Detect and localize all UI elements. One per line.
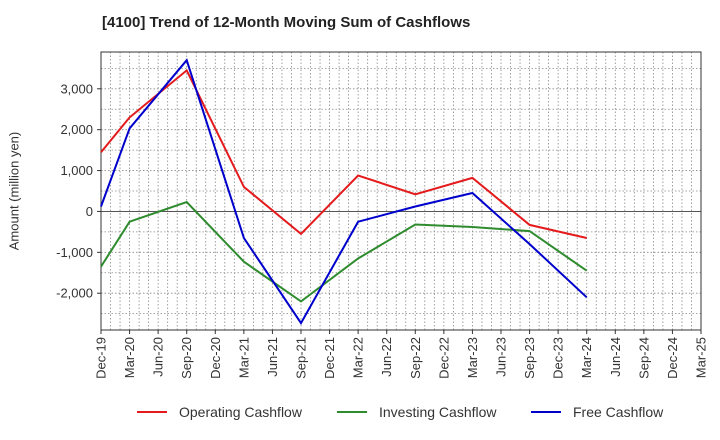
legend-swatch [531,411,561,413]
legend-item: Free Cashflow [531,404,663,420]
plot-frame [100,51,702,331]
x-tick-label: Mar-21 [236,337,251,378]
series-line-free-cashflow [100,58,588,326]
legend-swatch [337,411,367,413]
x-tick-label: Mar-24 [579,337,594,378]
legend-label: Free Cashflow [573,404,664,420]
x-tick-label: Sep-21 [294,337,309,379]
chart-title: [4100] Trend of 12-Month Moving Sum of C… [102,14,471,31]
x-tick-label: Mar-22 [351,337,366,378]
x-tick-label: Dec-23 [551,337,566,379]
x-tick-label: Jun-20 [151,337,166,377]
x-tick-label: Dec-24 [665,337,680,379]
x-tick-label: Mar-20 [122,337,137,378]
series-line-investing-cashflow [100,200,588,303]
x-tick-label: Jun-24 [608,337,623,377]
x-tick-label: Dec-22 [436,337,451,379]
x-tick-label: Sep-23 [522,337,537,379]
x-tick-label: Sep-24 [636,337,651,379]
x-tick-label: Dec-21 [322,337,337,379]
y-tick-label: 3,000 [60,81,93,96]
x-tick-label: Mar-23 [465,337,480,378]
legend-label: Investing Cashflow [379,404,497,420]
x-tick-label: Sep-20 [179,337,194,379]
legend-item: Operating Cashflow [137,404,302,420]
legend-label: Operating Cashflow [179,404,302,420]
legend: Operating Cashflow Investing Cashflow Free… [0,404,720,426]
x-tick-label: Jun-23 [494,337,509,377]
y-tick-label: 1,000 [60,163,93,178]
y-tick-label: -2,000 [56,286,93,301]
legend-swatch [137,411,167,413]
plot-area: -2,000 -1,000 0 1,000 2,000 3,000 Dec-19 Mar-20… [56,51,709,379]
series-line-operating-cashflow [100,68,587,239]
legend-item: Investing Cashflow [337,404,497,420]
x-tick-label: Dec-19 [94,337,109,379]
y-tick-label: 2,000 [60,122,93,137]
x-tick-label: Mar-25 [694,337,709,378]
x-tick-label: Jun-21 [265,337,280,377]
x-tick-label: Sep-22 [408,337,423,379]
x-tick-label: Dec-20 [208,337,223,379]
y-tick-label: -1,000 [56,245,93,260]
x-tick-label: Jun-22 [379,337,394,377]
y-tick-label: 0 [86,204,93,219]
